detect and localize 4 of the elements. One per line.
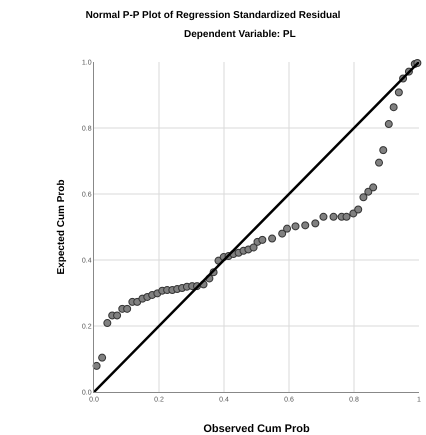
- chart-subtitle: Dependent Variable: PL: [184, 29, 296, 40]
- y-axis-title: Expected Cum Prob: [56, 179, 67, 275]
- chart-title: Normal P-P Plot of Regression Standardized Residual: [86, 10, 341, 21]
- x-axis-title: Observed Cum Prob: [203, 423, 310, 435]
